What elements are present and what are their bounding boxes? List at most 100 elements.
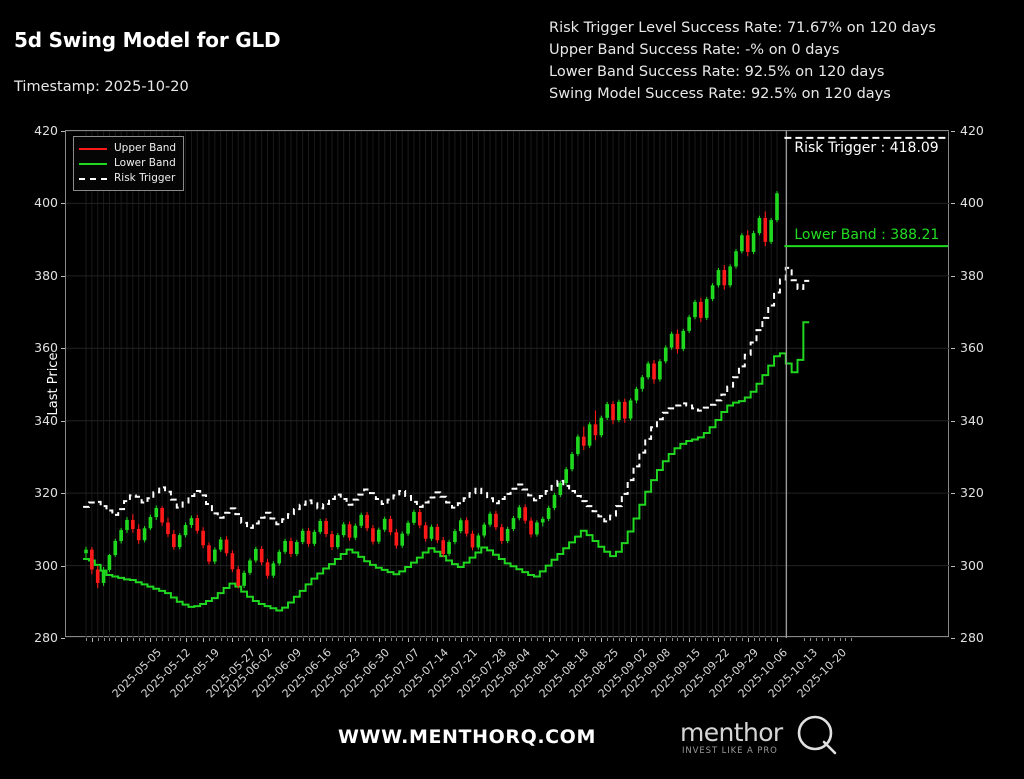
x-tick-mark [203,638,205,642]
x-tick-mark [121,638,123,642]
x-minor-tick [285,638,287,641]
x-minor-tick [495,638,497,641]
chart-plot-area: Last Price Upper Band Lower Band Risk Tr… [34,123,984,700]
candle [669,333,674,348]
candle [365,514,369,529]
y-axis-label: Last Price [45,352,61,415]
candle [195,518,200,531]
candle [107,555,112,570]
x-minor-tick [361,638,363,641]
x-minor-tick [624,638,626,641]
candle [499,527,504,541]
x-minor-tick [700,638,702,641]
candle [617,401,621,420]
x-minor-tick [724,638,726,641]
x-tick-mark [290,638,292,642]
x-minor-tick [821,638,823,641]
menthorq-logo: menthor INVEST LIKE A PRO [680,715,850,762]
y-axis-tick-left: 400 [34,195,58,211]
y-tick-mark [61,203,65,205]
x-minor-tick [765,638,767,641]
candle [207,545,211,562]
candle [242,572,246,586]
y-tick-mark [951,493,955,495]
x-minor-tick [484,638,486,641]
x-minor-tick [759,638,761,641]
y-tick-mark [951,275,955,277]
x-minor-tick [132,638,134,641]
y-axis-tick-left: 360 [34,340,58,356]
candle [218,539,223,550]
candle [687,317,691,331]
y-tick-mark [61,638,65,639]
candle [388,518,393,533]
x-tick-mark [91,638,93,642]
x-tick-mark [577,638,579,642]
candle [529,520,533,535]
x-minor-tick [827,638,829,641]
candle [441,540,446,554]
x-minor-tick [741,638,743,641]
y-tick-mark [61,275,65,277]
x-minor-tick [478,638,480,641]
candle [394,532,399,546]
x-minor-tick [513,638,515,641]
x-minor-tick [138,638,140,641]
candle [177,535,182,548]
candle [435,526,440,541]
x-minor-tick [279,638,281,641]
x-tick-mark [519,638,521,642]
candle [265,562,270,576]
logo-q-mark [797,715,837,755]
candle [540,518,545,523]
candle [359,514,364,526]
candle [587,424,592,446]
x-minor-tick [197,638,199,641]
x-minor-tick [712,638,714,641]
y-axis-tick-left: 320 [34,485,58,501]
candle [213,549,217,562]
y-tick-mark [951,638,955,639]
candle [693,301,697,318]
candle [429,526,434,539]
x-minor-tick [804,638,806,641]
x-minor-tick [244,638,246,641]
x-minor-tick [531,638,533,641]
logo-tagline: INVEST LIKE A PRO [682,746,778,756]
candle [757,217,762,234]
candle [523,507,528,521]
candlesticks [84,191,779,589]
legend-item-upper-band: Upper Band [79,141,176,156]
x-minor-tick [771,638,773,641]
candle [494,513,498,528]
x-minor-tick [396,638,398,641]
candle [341,524,346,536]
y-axis-tick-left: 280 [34,630,58,645]
x-minor-tick [654,638,656,641]
candle [611,404,615,420]
candle [312,531,317,544]
x-minor-tick [845,638,847,641]
x-minor-tick [156,638,158,641]
candle [254,548,258,561]
x-minor-tick [583,638,585,641]
legend-item-risk-trigger: Risk Trigger [79,171,176,186]
x-minor-tick [326,638,328,641]
x-minor-tick [472,638,474,641]
candle [166,522,170,535]
candle [277,551,282,564]
candle [289,540,293,554]
x-tick-mark [490,638,492,642]
y-axis-tick-right: 280 [960,630,984,645]
candle [189,518,194,526]
candle [775,193,779,221]
x-minor-tick [683,638,685,641]
x-minor-tick [595,638,597,641]
candle [488,513,492,525]
candle [517,507,522,519]
x-minor-tick [249,638,251,641]
x-minor-tick [296,638,298,641]
x-minor-tick [97,638,99,641]
x-minor-tick [109,638,111,641]
